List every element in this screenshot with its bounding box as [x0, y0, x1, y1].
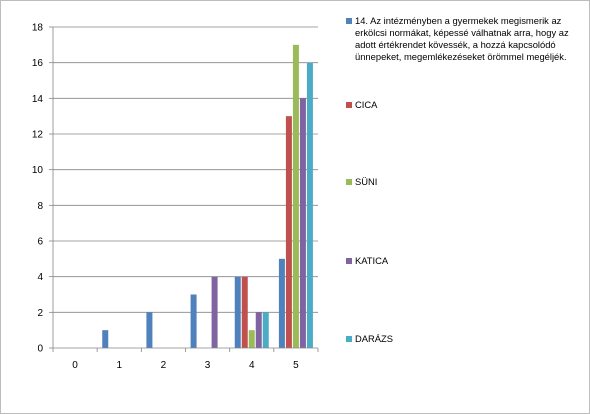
- legend-swatch: [346, 258, 352, 264]
- bar: [292, 44, 299, 348]
- x-tick-label: 0: [72, 360, 78, 371]
- legend-label: SÜNI: [355, 176, 378, 187]
- y-tick-label: 4: [37, 272, 43, 283]
- bar: [211, 276, 218, 348]
- legend-label: CICA: [355, 99, 378, 110]
- grid-lines: [53, 26, 318, 313]
- y-tick-label: 8: [37, 201, 43, 212]
- y-tick-label: 10: [32, 165, 44, 176]
- legend-item-suni: SÜNI: [346, 176, 377, 188]
- legend-label: DARÁZS: [355, 333, 394, 344]
- legend-label: KATICA: [355, 255, 389, 266]
- y-tick-label: 14: [32, 94, 44, 105]
- bar: [299, 98, 306, 348]
- y-tick-label: 6: [37, 237, 43, 248]
- y-tick-label: 16: [32, 58, 44, 69]
- x-tick-label: 5: [293, 360, 299, 371]
- bars: [102, 44, 313, 349]
- bar: [285, 116, 292, 349]
- y-tick-label: 12: [32, 130, 44, 141]
- legend-item-darazs: DARÁZS: [346, 333, 393, 345]
- bar: [306, 62, 313, 349]
- bar: [241, 276, 248, 348]
- legend-swatch: [346, 18, 352, 24]
- bar: [234, 276, 241, 348]
- legend-label: 14. Az intézményben a gyermekek megismer…: [355, 15, 569, 62]
- bar: [278, 258, 285, 348]
- x-tick-label: 4: [249, 360, 255, 371]
- legend-swatch: [346, 336, 352, 342]
- x-tick-label: 3: [205, 360, 211, 371]
- bar: [262, 312, 269, 348]
- legend-item-cica: CICA: [346, 99, 377, 111]
- bar: [255, 312, 262, 348]
- axes: [49, 26, 319, 352]
- x-tick-label: 1: [116, 360, 122, 371]
- bar: [102, 330, 109, 348]
- bar: [248, 330, 255, 348]
- bar: [190, 294, 197, 348]
- y-tick-label: 2: [37, 308, 43, 319]
- bar: [146, 312, 153, 348]
- y-tick-label: 18: [32, 23, 44, 34]
- legend-item-series-1: 14. Az intézményben a gyermekek megismer…: [346, 15, 586, 63]
- legend-item-katica: KATICA: [346, 255, 388, 267]
- legend-swatch: [346, 179, 352, 185]
- y-tick-label: 0: [37, 344, 43, 355]
- legend-swatch: [346, 102, 352, 108]
- x-tick-label: 2: [161, 360, 167, 371]
